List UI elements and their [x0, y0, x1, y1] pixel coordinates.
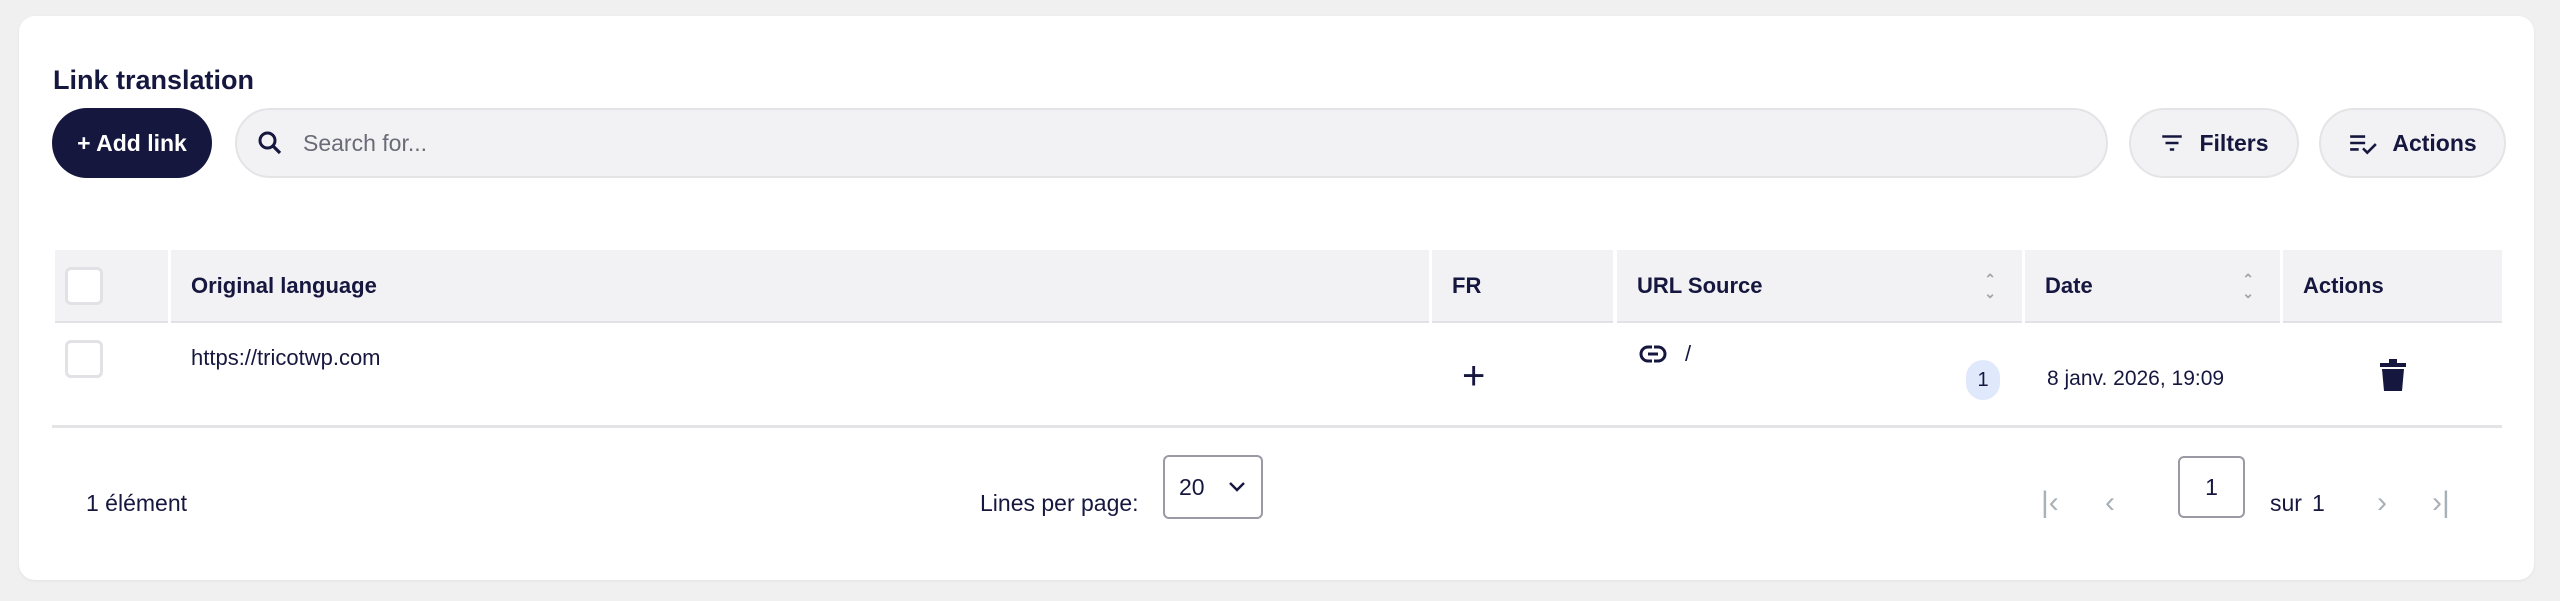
column-header-date[interactable]: Date ⌃ ⌄ — [2025, 250, 2280, 323]
page-input[interactable]: 1 — [2178, 456, 2245, 518]
total-pages: 1 — [2311, 489, 2325, 516]
column-header-actions: Actions — [2283, 250, 2502, 323]
date-cell: 8 janv. 2026, 19:09 — [2047, 367, 2225, 390]
next-page-button[interactable]: › — [2377, 486, 2387, 519]
search-input[interactable] — [303, 129, 2003, 157]
page-title: Link translation — [53, 65, 255, 95]
url-source-cell: / — [1639, 324, 1691, 384]
table-divider — [52, 425, 2502, 428]
count-badge: 1 — [1966, 360, 2000, 400]
add-translation-icon[interactable]: + — [1462, 353, 1486, 398]
sort-icon[interactable]: ⌃ ⌄ — [1984, 271, 1996, 301]
actions-button[interactable]: Actions — [2319, 108, 2506, 178]
previous-page-button[interactable]: ‹ — [2105, 486, 2115, 519]
original-url[interactable]: https://tricotwp.com — [191, 345, 381, 370]
actions-label: Actions — [2392, 129, 2477, 156]
page-total: sur 1 — [2270, 471, 2325, 535]
header-select-all[interactable] — [55, 250, 168, 323]
item-count: 1 élément — [86, 489, 188, 516]
column-label: URL Source — [1637, 272, 1763, 298]
column-label: Original language — [191, 272, 377, 298]
link-translation-card: Link translation + Add link Filters Acti… — [19, 16, 2534, 580]
first-page-button[interactable]: |‹ — [2041, 486, 2059, 519]
search-icon — [258, 131, 282, 155]
last-page-button[interactable]: ›| — [2432, 486, 2450, 519]
count-badge-value: 1 — [1966, 360, 2000, 400]
add-link-button[interactable]: + Add link — [52, 108, 212, 178]
lines-per-page-value: 20 — [1179, 473, 1205, 500]
search-bar[interactable] — [235, 108, 2108, 178]
column-label: Actions — [2303, 272, 2384, 298]
list-check-icon — [2350, 135, 2378, 155]
trash-icon — [2380, 359, 2406, 391]
link-icon — [1639, 345, 1667, 363]
select-all-checkbox[interactable] — [65, 266, 103, 305]
filters-label: Filters — [2199, 129, 2269, 156]
row-checkbox[interactable] — [65, 340, 103, 378]
chevron-down-icon — [1229, 482, 1245, 492]
filter-icon — [2162, 135, 2183, 151]
column-label: FR — [1452, 272, 1482, 298]
column-label: Date — [2045, 272, 2093, 298]
column-header-url-source[interactable]: URL Source ⌃ ⌄ — [1617, 250, 2022, 323]
column-header-fr: FR — [1432, 250, 1613, 323]
delete-button[interactable] — [2380, 359, 2406, 396]
column-header-original: Original language — [171, 250, 1429, 323]
sort-icon[interactable]: ⌃ ⌄ — [2242, 271, 2254, 301]
url-source-path[interactable]: / — [1685, 341, 1692, 366]
row-checkbox-cell[interactable] — [65, 339, 103, 379]
lines-per-page-label: Lines per page: — [980, 489, 1139, 516]
lines-per-page-select[interactable]: 20 — [1163, 455, 1263, 519]
filters-button[interactable]: Filters — [2129, 108, 2299, 178]
of-label: sur — [2270, 489, 2302, 516]
